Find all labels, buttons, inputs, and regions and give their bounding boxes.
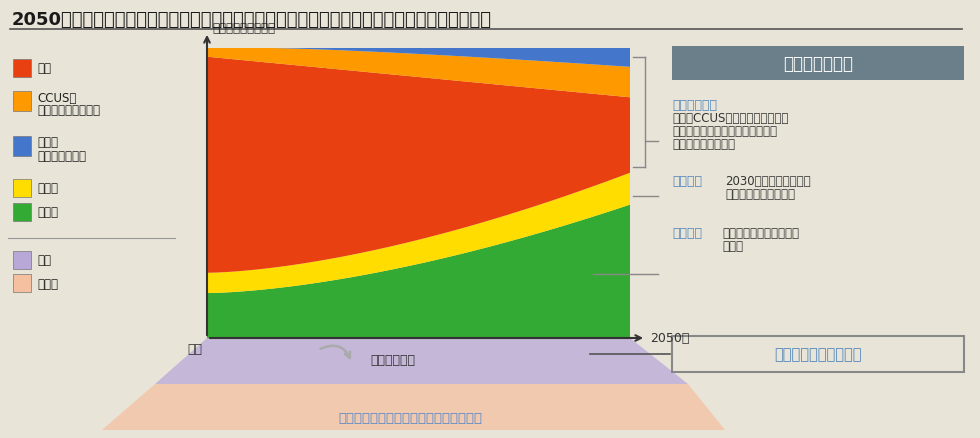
Text: クスの水準以上を維持: クスの水準以上を維持	[725, 187, 795, 201]
Bar	[13, 274, 31, 292]
Bar	[13, 180, 31, 198]
Text: 熱源等の転換: 熱源等の転換	[370, 354, 415, 367]
Text: 再エネ: 再エネ	[37, 206, 58, 219]
Text: 2050年: 2050年	[650, 331, 689, 344]
Text: 需要側の最大限の電化: 需要側の最大限の電化	[774, 347, 861, 362]
Text: カーボンリサイクル: カーボンリサイクル	[37, 104, 100, 117]
Polygon shape	[207, 49, 630, 68]
Polygon shape	[207, 173, 630, 293]
Text: 火力: 火力	[37, 62, 51, 75]
Text: 電源化: 電源化	[722, 240, 743, 252]
Text: 供給側（電源構成）: 供給側（電源構成）	[212, 22, 275, 35]
Polygon shape	[155, 338, 688, 384]
Text: 原子力：: 原子力：	[672, 175, 702, 187]
Text: 非電力: 非電力	[37, 277, 58, 290]
Text: 電力: 電力	[37, 254, 51, 267]
Polygon shape	[207, 49, 630, 98]
Text: アンモニア発電: アンモニア発電	[37, 149, 86, 162]
Polygon shape	[207, 205, 630, 338]
Text: 水素・: 水素・	[37, 136, 58, 149]
Text: 水素・CCUS付き火力などの技術: 水素・CCUS付き火力などの技術	[672, 112, 788, 125]
Bar	[13, 251, 31, 269]
Text: 電源の脱炭素化: 電源の脱炭素化	[783, 55, 853, 73]
Text: CCUS／: CCUS／	[37, 91, 76, 104]
Text: 2050年カーボンニュートラルの実現に向けた電源の脱炭素化、需要側の最大限の電化イメージ: 2050年カーボンニュートラルの実現に向けた電源の脱炭素化、需要側の最大限の電化…	[12, 11, 492, 29]
Polygon shape	[102, 384, 725, 430]
Text: 原子力: 原子力	[37, 182, 58, 195]
FancyBboxPatch shape	[672, 47, 964, 81]
Polygon shape	[207, 57, 630, 273]
Text: 進展も踏まえ、調整力として不可: 進展も踏まえ、調整力として不可	[672, 125, 777, 138]
Text: 欠な電源として活用: 欠な電源として活用	[672, 138, 735, 151]
FancyBboxPatch shape	[672, 336, 964, 372]
Text: 現在: 現在	[187, 342, 202, 355]
Text: 再エネ：: 再エネ：	[672, 226, 702, 240]
Text: エネルギーの効率利用（省エネの徹底）: エネルギーの効率利用（省エネの徹底）	[338, 411, 482, 424]
Bar	[13, 92, 31, 112]
Text: 2030年エネルギーミッ: 2030年エネルギーミッ	[725, 175, 810, 187]
Bar	[13, 137, 31, 157]
Text: 最大限の導入による主力: 最大限の導入による主力	[722, 226, 799, 240]
Bar	[13, 204, 31, 222]
Bar	[13, 60, 31, 78]
Text: 脱炭素火力：: 脱炭素火力：	[672, 99, 717, 112]
